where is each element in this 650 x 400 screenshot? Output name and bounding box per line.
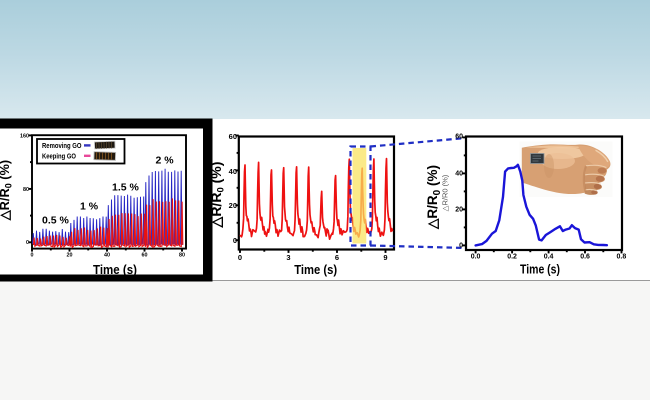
svg-text:Time (s): Time (s): [520, 262, 560, 277]
svg-text:60: 60: [455, 134, 463, 141]
svg-text:△R/R0 (%): △R/R0 (%): [208, 162, 227, 229]
svg-text:40: 40: [455, 170, 463, 177]
svg-text:60: 60: [142, 252, 148, 258]
svg-text:△R/R0 (%): △R/R0 (%): [441, 174, 450, 211]
svg-text:0: 0: [26, 240, 29, 246]
svg-text:80: 80: [179, 252, 185, 258]
svg-text:40: 40: [229, 167, 237, 176]
svg-text:160: 160: [20, 133, 29, 139]
svg-text:6: 6: [335, 253, 339, 262]
svg-text:20: 20: [455, 207, 463, 214]
svg-text:△R/R0 (%): △R/R0 (%): [425, 165, 443, 230]
svg-text:Removing GO: Removing GO: [42, 143, 82, 150]
svg-text:0.2: 0.2: [507, 253, 517, 260]
svg-text:0.0: 0.0: [471, 253, 481, 260]
svg-text:40: 40: [104, 252, 110, 258]
svg-text:Keeping GO: Keeping GO: [42, 154, 77, 161]
svg-text:Time (s): Time (s): [294, 263, 337, 277]
svg-text:2 %: 2 %: [156, 155, 175, 167]
svg-text:0: 0: [238, 253, 242, 262]
svg-text:60: 60: [229, 132, 237, 141]
svg-text:20: 20: [229, 201, 237, 210]
svg-text:0.5 %: 0.5 %: [42, 215, 70, 227]
svg-text:0: 0: [459, 243, 463, 250]
svg-text:9: 9: [383, 253, 387, 262]
svg-text:3: 3: [286, 253, 290, 262]
svg-text:1.5 %: 1.5 %: [112, 182, 140, 194]
svg-text:0.4: 0.4: [544, 253, 554, 260]
svg-text:1 %: 1 %: [80, 201, 99, 213]
svg-text:0.8: 0.8: [617, 253, 627, 260]
svg-text:80: 80: [23, 187, 29, 193]
svg-text:0: 0: [233, 236, 237, 245]
svg-text:20: 20: [67, 252, 73, 258]
svg-text:△R/R0 (%): △R/R0 (%): [0, 160, 14, 221]
svg-text:0: 0: [31, 252, 34, 258]
svg-text:Time (s): Time (s): [93, 262, 137, 277]
svg-text:0.6: 0.6: [580, 253, 590, 260]
